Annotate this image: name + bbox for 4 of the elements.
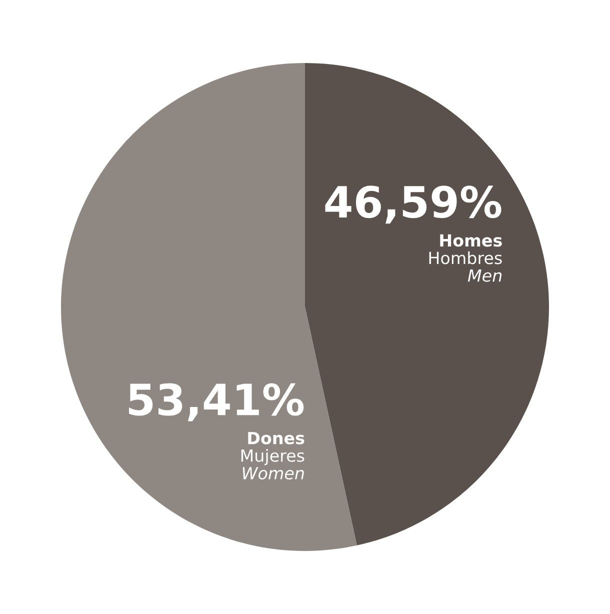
slice-label: Homes Hombres Men — [429, 234, 502, 282]
data-label: 46,59% — [325, 186, 502, 224]
data-label: 53,41% — [128, 383, 304, 422]
slice-label: Dones Mujeres Women — [241, 432, 304, 480]
